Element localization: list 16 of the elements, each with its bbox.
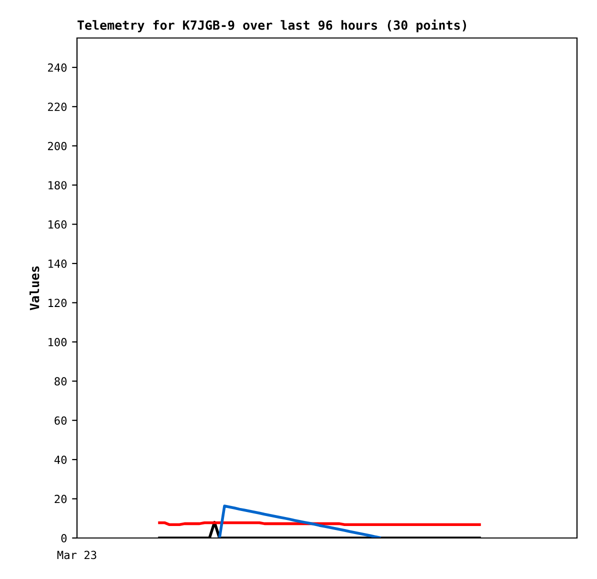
y-tick-label: 220 [48,102,67,112]
y-tick-label: 180 [48,181,67,190]
chart-title: Telemetry for K7JGB-9 over last 96 hours (30 points) [78,20,466,32]
y-tick-label: 120 [48,298,67,308]
y-tick-label: 80 [54,377,67,386]
y-tick-label: 240 [48,63,67,72]
y-tick-label: 0 [61,534,67,542]
y-tick-label: 40 [54,456,67,464]
y-tick-label: 100 [48,338,67,346]
y-axis-title: Values [30,266,40,310]
y-tick-label: 140 [48,259,67,268]
y-tick-label: 60 [54,416,67,425]
text: Mar 23 [57,550,96,560]
y-tick-label: 160 [48,220,67,229]
y-tick-label: 200 [48,142,67,150]
y-tick-label: 20 [54,494,67,504]
